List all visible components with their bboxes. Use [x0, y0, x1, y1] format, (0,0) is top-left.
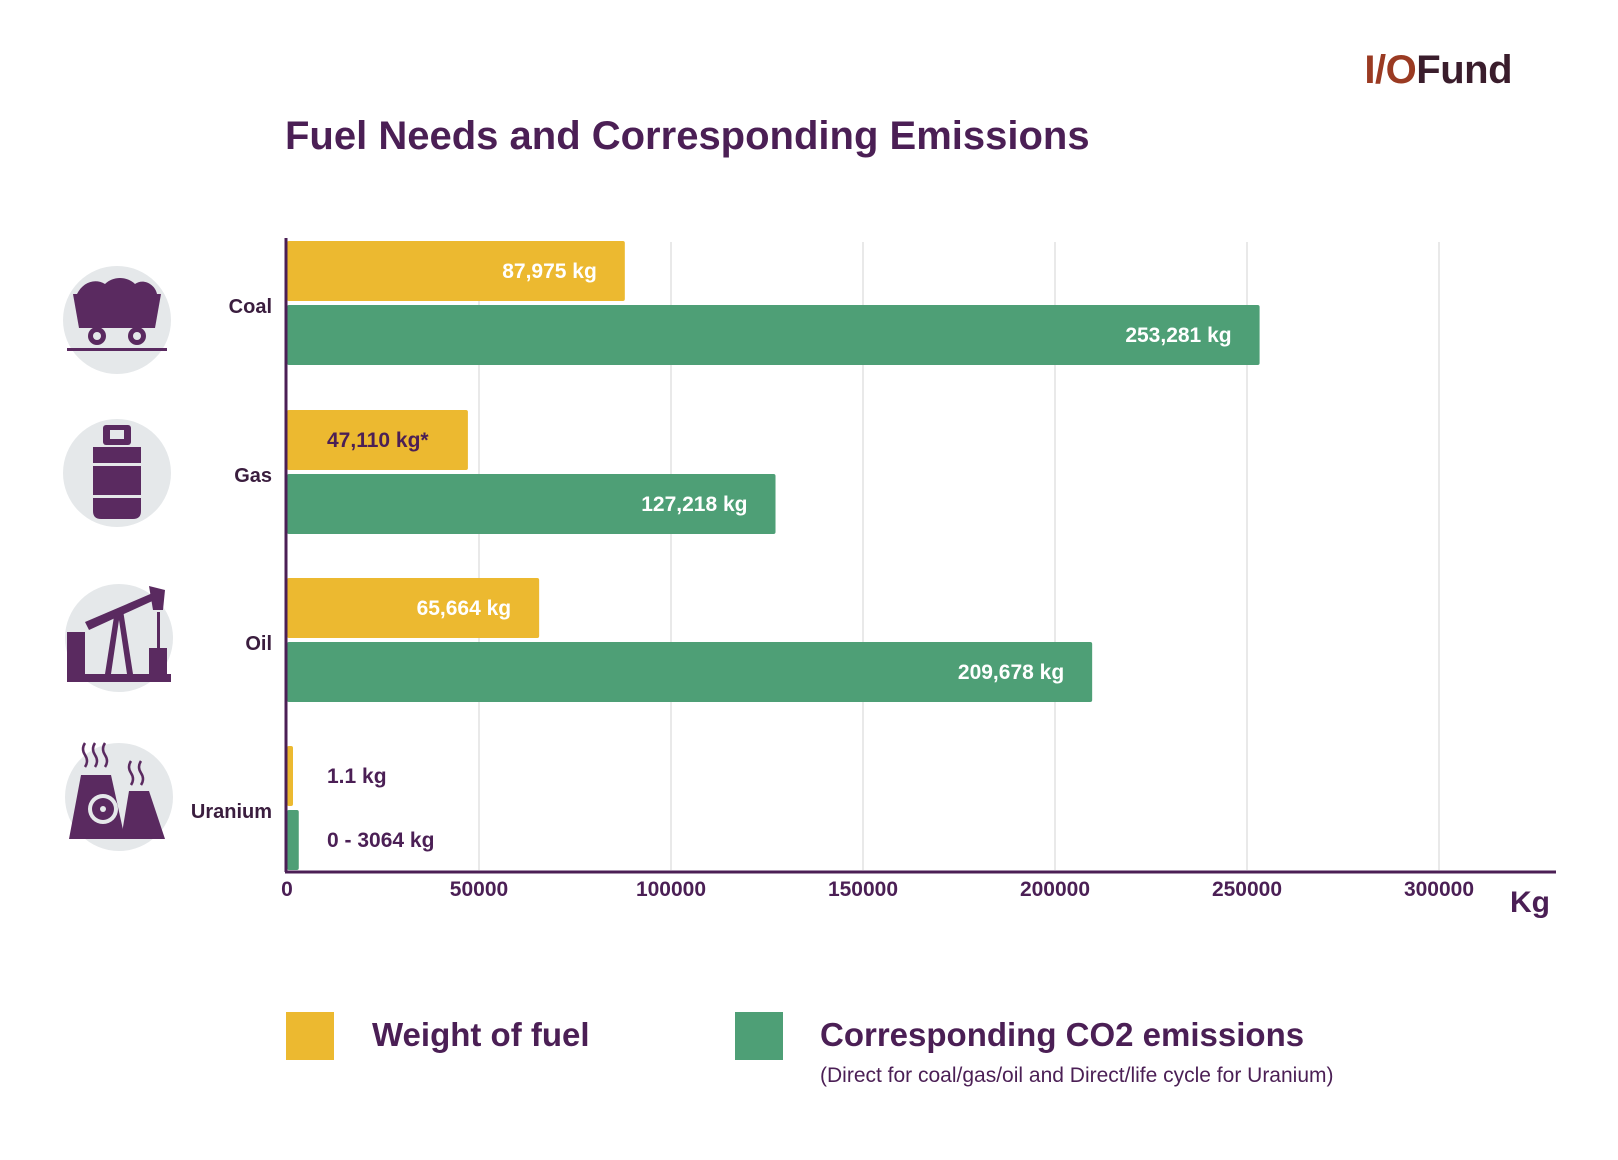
x-tick-labels: 0 50000 100000 150000 200000 250000 300000	[281, 878, 1474, 901]
legend-swatch-fuel	[286, 1012, 334, 1060]
logo-part-io: I/O	[1364, 48, 1417, 92]
nuclear-plant-icon	[65, 742, 173, 851]
chart-title: Fuel Needs and Corresponding Emissions	[285, 114, 1090, 158]
logo-part-fund: Fund	[1416, 48, 1512, 92]
bars-layer	[287, 241, 1260, 870]
x-tick-0: 0	[281, 878, 293, 901]
x-axis-unit: Kg	[1510, 886, 1550, 919]
x-tick-250000: 250000	[1212, 878, 1282, 901]
legend: Weight of fuel Corresponding CO2 emissio…	[0, 1012, 1618, 1112]
bar-gas-fuel	[287, 410, 468, 470]
legend-label-fuel: Weight of fuel	[372, 1016, 590, 1053]
bar-label-coal-co2: 253,281 kg	[1125, 324, 1231, 347]
bar-oil-fuel	[287, 578, 540, 638]
bar-label-coal-fuel: 87,975 kg	[502, 260, 597, 283]
category-label-coal: Coal	[229, 296, 272, 318]
bar-coal-co2	[287, 305, 1260, 365]
bar-label-uranium-co2: 0 - 3064 kg	[327, 829, 434, 852]
x-tick-50000: 50000	[450, 878, 508, 901]
bar-label-oil-co2: 209,678 kg	[958, 661, 1064, 684]
x-tick-200000: 200000	[1020, 878, 1090, 901]
bar-oil-co2	[287, 642, 1093, 702]
bar-coal-fuel	[287, 241, 625, 301]
legend-note: (Direct for coal/gas/oil and Direct/life…	[820, 1064, 1334, 1087]
category-label-oil: Oil	[245, 633, 272, 655]
category-label-uranium: Uranium	[191, 801, 272, 823]
bar-label-uranium-fuel: 1.1 kg	[327, 765, 387, 788]
legend-swatch-co2	[735, 1012, 783, 1060]
x-tick-150000: 150000	[828, 878, 898, 901]
bar-label-oil-fuel: 65,664 kg	[417, 597, 512, 620]
legend-label-co2: Corresponding CO2 emissions	[820, 1016, 1305, 1053]
x-tick-300000: 300000	[1404, 878, 1474, 901]
coal-cart-icon	[63, 266, 171, 374]
bar-gas-co2	[287, 474, 776, 534]
category-label-gas: Gas	[234, 465, 272, 487]
bar-uranium-fuel	[287, 746, 293, 806]
x-tick-100000: 100000	[636, 878, 706, 901]
oil-pump-icon	[65, 584, 173, 692]
gas-cylinder-icon	[63, 419, 171, 527]
bar-label-gas-fuel: 47,110 kg*	[327, 429, 429, 452]
bar-uranium-co2	[287, 810, 299, 870]
bar-labels: 87,975 kg 253,281 kg 47,110 kg* 127,218 kg 6…	[327, 260, 1232, 852]
io-fund-logo: I/OFund	[1364, 48, 1512, 93]
bar-label-gas-co2: 127,218 kg	[641, 493, 747, 516]
category-labels: Coal Gas Oil Uranium	[191, 296, 272, 823]
